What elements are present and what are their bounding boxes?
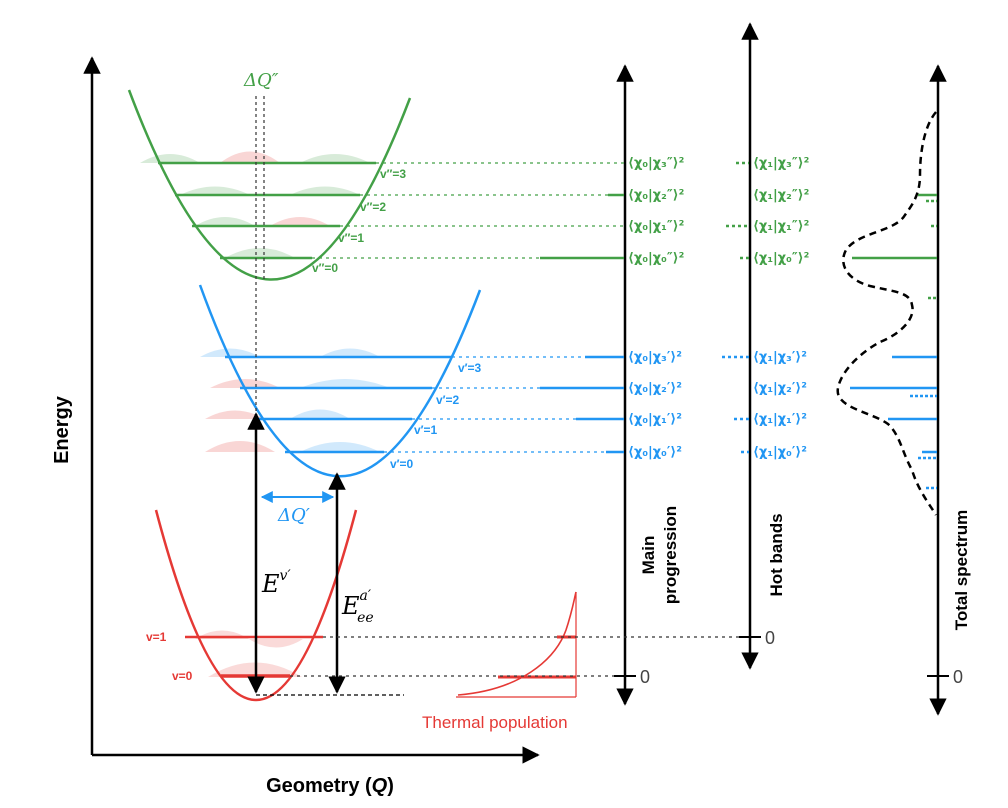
dq-excited-label: ΔQ′ (277, 505, 310, 526)
fc-main-excited-1: ⟨χ₀|χ₁′⟩² (628, 412, 682, 427)
hot-band-bars (722, 161, 749, 454)
main-progression-title: Main progression (639, 506, 680, 604)
energy-axis-title: Energy (51, 395, 73, 464)
fc-main-excited-3: ⟨χ₀|χ₃′⟩² (628, 350, 682, 365)
excited-level-v3-label: v′=3 (458, 361, 482, 375)
fc-main-upper-1: ⟨χ₀|χ₁″⟩² (628, 219, 684, 234)
upper-potential-curve (127, 89, 412, 281)
excited-level-v0-label: v′=0 (390, 457, 414, 471)
fc-hot-excited-2: ⟨χ₁|χ₂′⟩² (753, 381, 807, 396)
upper-state: v″=3 v″=2 v″=1 v″=0 (127, 89, 412, 281)
ground-potential-curve (154, 509, 358, 701)
thermal-population-inset: Thermal population (422, 591, 577, 732)
upper-level-v1-label: v″=1 (338, 231, 364, 245)
fc-main-upper-3: ⟨χ₀|χ₃″⟩² (628, 156, 684, 171)
energy-label-eee: Ea′ ee (341, 588, 374, 626)
energy-label-ev: Ev′ (261, 568, 291, 598)
hot-zero-label: 0 (765, 628, 775, 648)
excited-level-v1-label: v′=1 (414, 423, 438, 437)
total-spectrum-bars (850, 193, 937, 490)
fc-hot-upper-0: ⟨χ₁|χ₀″⟩² (753, 251, 809, 266)
hot-fc-labels: ⟨χ₁|χ₃″⟩² ⟨χ₁|χ₂″⟩² ⟨χ₁|χ₁″⟩² ⟨χ₁|χ₀″⟩² … (753, 156, 809, 460)
dq-upper-label: ΔQ″ (243, 70, 279, 91)
total-zero-label: 0 (953, 667, 963, 687)
fc-main-excited-2: ⟨χ₀|χ₂′⟩² (628, 381, 682, 396)
excited-connectors (384, 356, 624, 453)
total-spectrum-envelope (836, 111, 938, 516)
upper-wavefunctions (140, 151, 370, 258)
excited-wavefunctions (200, 348, 390, 452)
fc-hot-excited-3: ⟨χ₁|χ₃′⟩² (753, 350, 807, 365)
fc-main-upper-0: ⟨χ₀|χ₀″⟩² (628, 251, 684, 266)
fc-hot-upper-3: ⟨χ₁|χ₃″⟩² (753, 156, 809, 171)
excited-state: v′=3 v′=2 v′=1 v′=0 (198, 284, 482, 478)
hot-bands-title: Hot bands (767, 513, 786, 596)
fc-main-upper-2: ⟨χ₀|χ₂″⟩² (628, 188, 684, 203)
fc-hot-excited-0: ⟨χ₁|χ₀′⟩² (753, 445, 807, 460)
excited-level-v2-label: v′=2 (436, 393, 460, 407)
ground-level-v1-label: v=1 (146, 630, 167, 644)
thermal-population-curve (457, 591, 577, 696)
fc-hot-excited-1: ⟨χ₁|χ₁′⟩² (753, 412, 807, 427)
main-zero-label: 0 (640, 667, 650, 687)
geometry-axis-title: Geometry (Q) (266, 775, 394, 797)
total-spectrum-title: Total spectrum (952, 510, 971, 631)
fc-main-excited-0: ⟨χ₀|χ₀′⟩² (628, 445, 682, 460)
ground-level-v0-label: v=0 (172, 669, 193, 683)
thermal-population-label: Thermal population (422, 713, 568, 732)
fc-hot-upper-1: ⟨χ₁|χ₁″⟩² (753, 219, 809, 234)
main-progression-bars (540, 193, 624, 454)
main-fc-labels: ⟨χ₀|χ₃″⟩² ⟨χ₀|χ₂″⟩² ⟨χ₀|χ₁″⟩² ⟨χ₀|χ₀″⟩² … (628, 156, 684, 460)
upper-level-v0-label: v″=0 (312, 261, 338, 275)
upper-level-v2-label: v″=2 (360, 200, 386, 214)
upper-level-v3-label: v″=3 (380, 167, 406, 181)
fc-hot-upper-2: ⟨χ₁|χ₂″⟩² (753, 188, 809, 203)
ground-state: v=1 v=0 (146, 509, 358, 701)
